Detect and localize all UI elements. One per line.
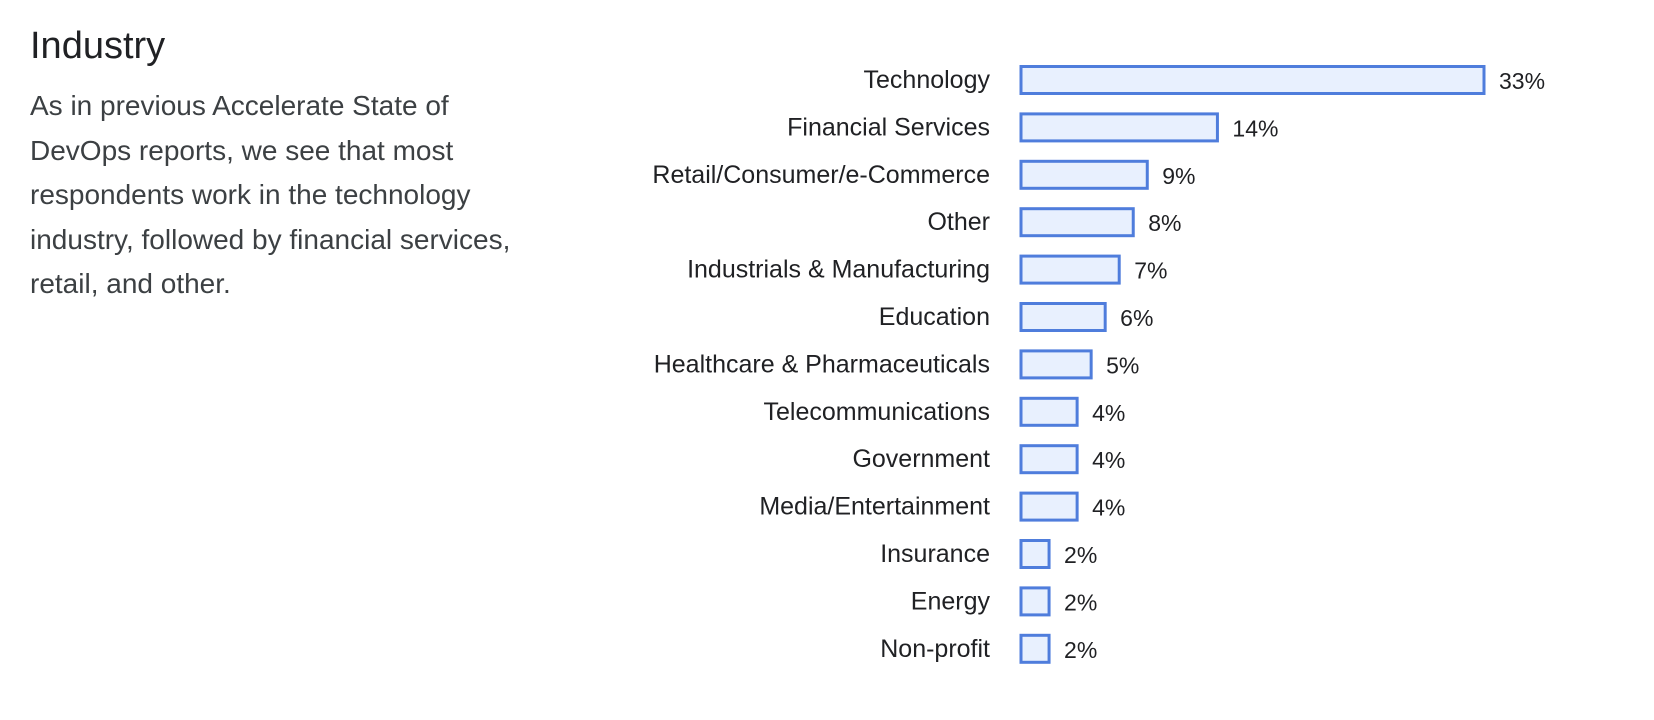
value-label: 4% (1092, 495, 1125, 521)
bar (1019, 159, 1149, 190)
category-label: Financial Services (787, 113, 990, 141)
category-label: Retail/Consumer/e-Commerce (652, 161, 990, 189)
category-label: Industrials & Manufacturing (687, 256, 990, 284)
category-label: Telecommunications (764, 398, 991, 426)
bar (1019, 302, 1107, 332)
bar (1019, 586, 1051, 617)
category-label: Government (852, 445, 990, 473)
bar (1019, 65, 1486, 95)
category-label: Energy (911, 587, 991, 615)
value-label: 6% (1120, 305, 1153, 331)
value-label: 9% (1162, 163, 1195, 189)
value-label: 14% (1232, 115, 1278, 141)
value-label: 4% (1092, 400, 1125, 426)
category-label: Non-profit (880, 635, 990, 663)
value-label: 2% (1064, 637, 1097, 663)
category-label: Education (879, 303, 990, 331)
category-label: Technology (864, 66, 991, 94)
category-label: Insurance (880, 540, 990, 568)
value-label: 7% (1134, 258, 1167, 284)
bar (1019, 207, 1135, 238)
bar (1019, 444, 1079, 475)
category-label: Other (927, 208, 990, 236)
category-label: Healthcare & Pharmaceuticals (654, 350, 990, 378)
section-description: As in previous Accelerate State of DevOp… (30, 90, 511, 299)
bar (1019, 396, 1079, 427)
value-label: 2% (1064, 542, 1097, 568)
value-label: 33% (1499, 68, 1545, 94)
category-label: Media/Entertainment (759, 493, 990, 521)
bar (1019, 349, 1093, 380)
value-label: 4% (1092, 447, 1125, 473)
value-label: 5% (1106, 352, 1139, 378)
bar (1019, 491, 1079, 522)
bar (1019, 254, 1121, 285)
bar (1019, 112, 1219, 143)
industry-bar-chart: Technology 33% Financial Services 14% Retail… (652, 65, 1545, 664)
bar (1019, 539, 1051, 569)
value-label: 2% (1064, 589, 1097, 615)
section-title: Industry (30, 25, 166, 67)
value-label: 8% (1148, 210, 1181, 236)
bar (1019, 633, 1051, 664)
